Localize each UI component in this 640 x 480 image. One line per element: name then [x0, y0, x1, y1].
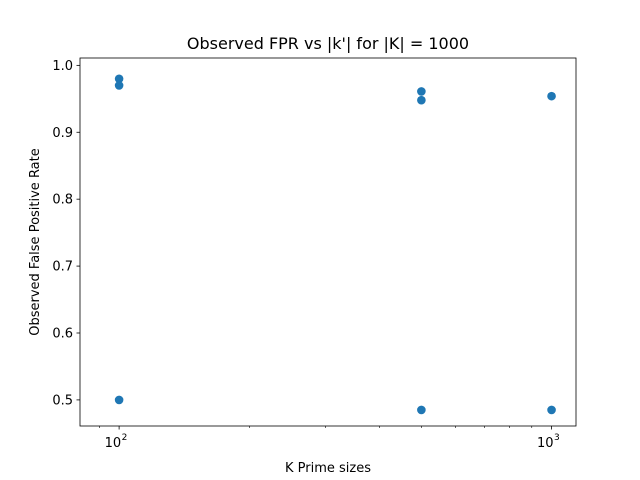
x-tick-exponent: 2: [122, 433, 128, 443]
x-axis-ticks: 10 2 10 3: [99, 426, 560, 451]
data-point: [547, 91, 556, 101]
x-tick-exponent: 3: [554, 433, 560, 443]
data-point: [114, 395, 124, 405]
y-axis-label: Observed False Positive Rate: [28, 148, 43, 336]
y-tick-label: 0.7: [52, 260, 73, 275]
data-point: [114, 74, 124, 84]
data-point: [417, 405, 426, 415]
y-tick-label: 1.0: [52, 59, 73, 74]
y-tick-label: 0.6: [52, 326, 73, 341]
y-tick-label: 0.8: [52, 193, 73, 208]
x-axis-label: K Prime sizes: [285, 461, 371, 476]
x-tick-label: 10: [105, 436, 122, 451]
y-tick-label: 0.9: [52, 126, 73, 141]
plot-frame: [79, 57, 577, 427]
chart-title: Observed FPR vs |k'| for |K| = 1000: [187, 34, 469, 53]
data-point: [417, 87, 426, 96]
y-axis-ticks: 0.5 0.6 0.7 0.8 0.9 1.0: [52, 59, 80, 408]
data-point: [547, 405, 556, 415]
plot-area: [79, 57, 577, 427]
y-tick-label: 0.5: [52, 393, 73, 408]
data-points: [114, 74, 556, 415]
x-tick-label: 10: [537, 436, 554, 451]
data-point: [417, 95, 426, 105]
data-point: [114, 81, 124, 90]
